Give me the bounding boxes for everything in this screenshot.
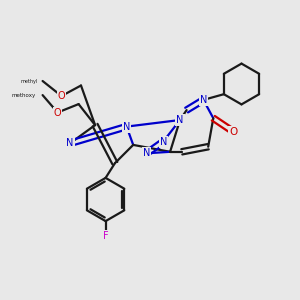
Text: methoxy: methoxy xyxy=(12,93,36,98)
Text: N: N xyxy=(143,148,150,158)
Text: N: N xyxy=(160,136,167,147)
Text: O: O xyxy=(58,91,65,101)
Text: N: N xyxy=(200,95,207,105)
Text: N: N xyxy=(176,115,184,125)
Text: methyl: methyl xyxy=(21,79,38,83)
Text: N: N xyxy=(66,138,74,148)
Text: O: O xyxy=(54,107,61,118)
Text: N: N xyxy=(123,122,130,132)
Text: O: O xyxy=(229,127,238,137)
Text: F: F xyxy=(103,231,108,241)
